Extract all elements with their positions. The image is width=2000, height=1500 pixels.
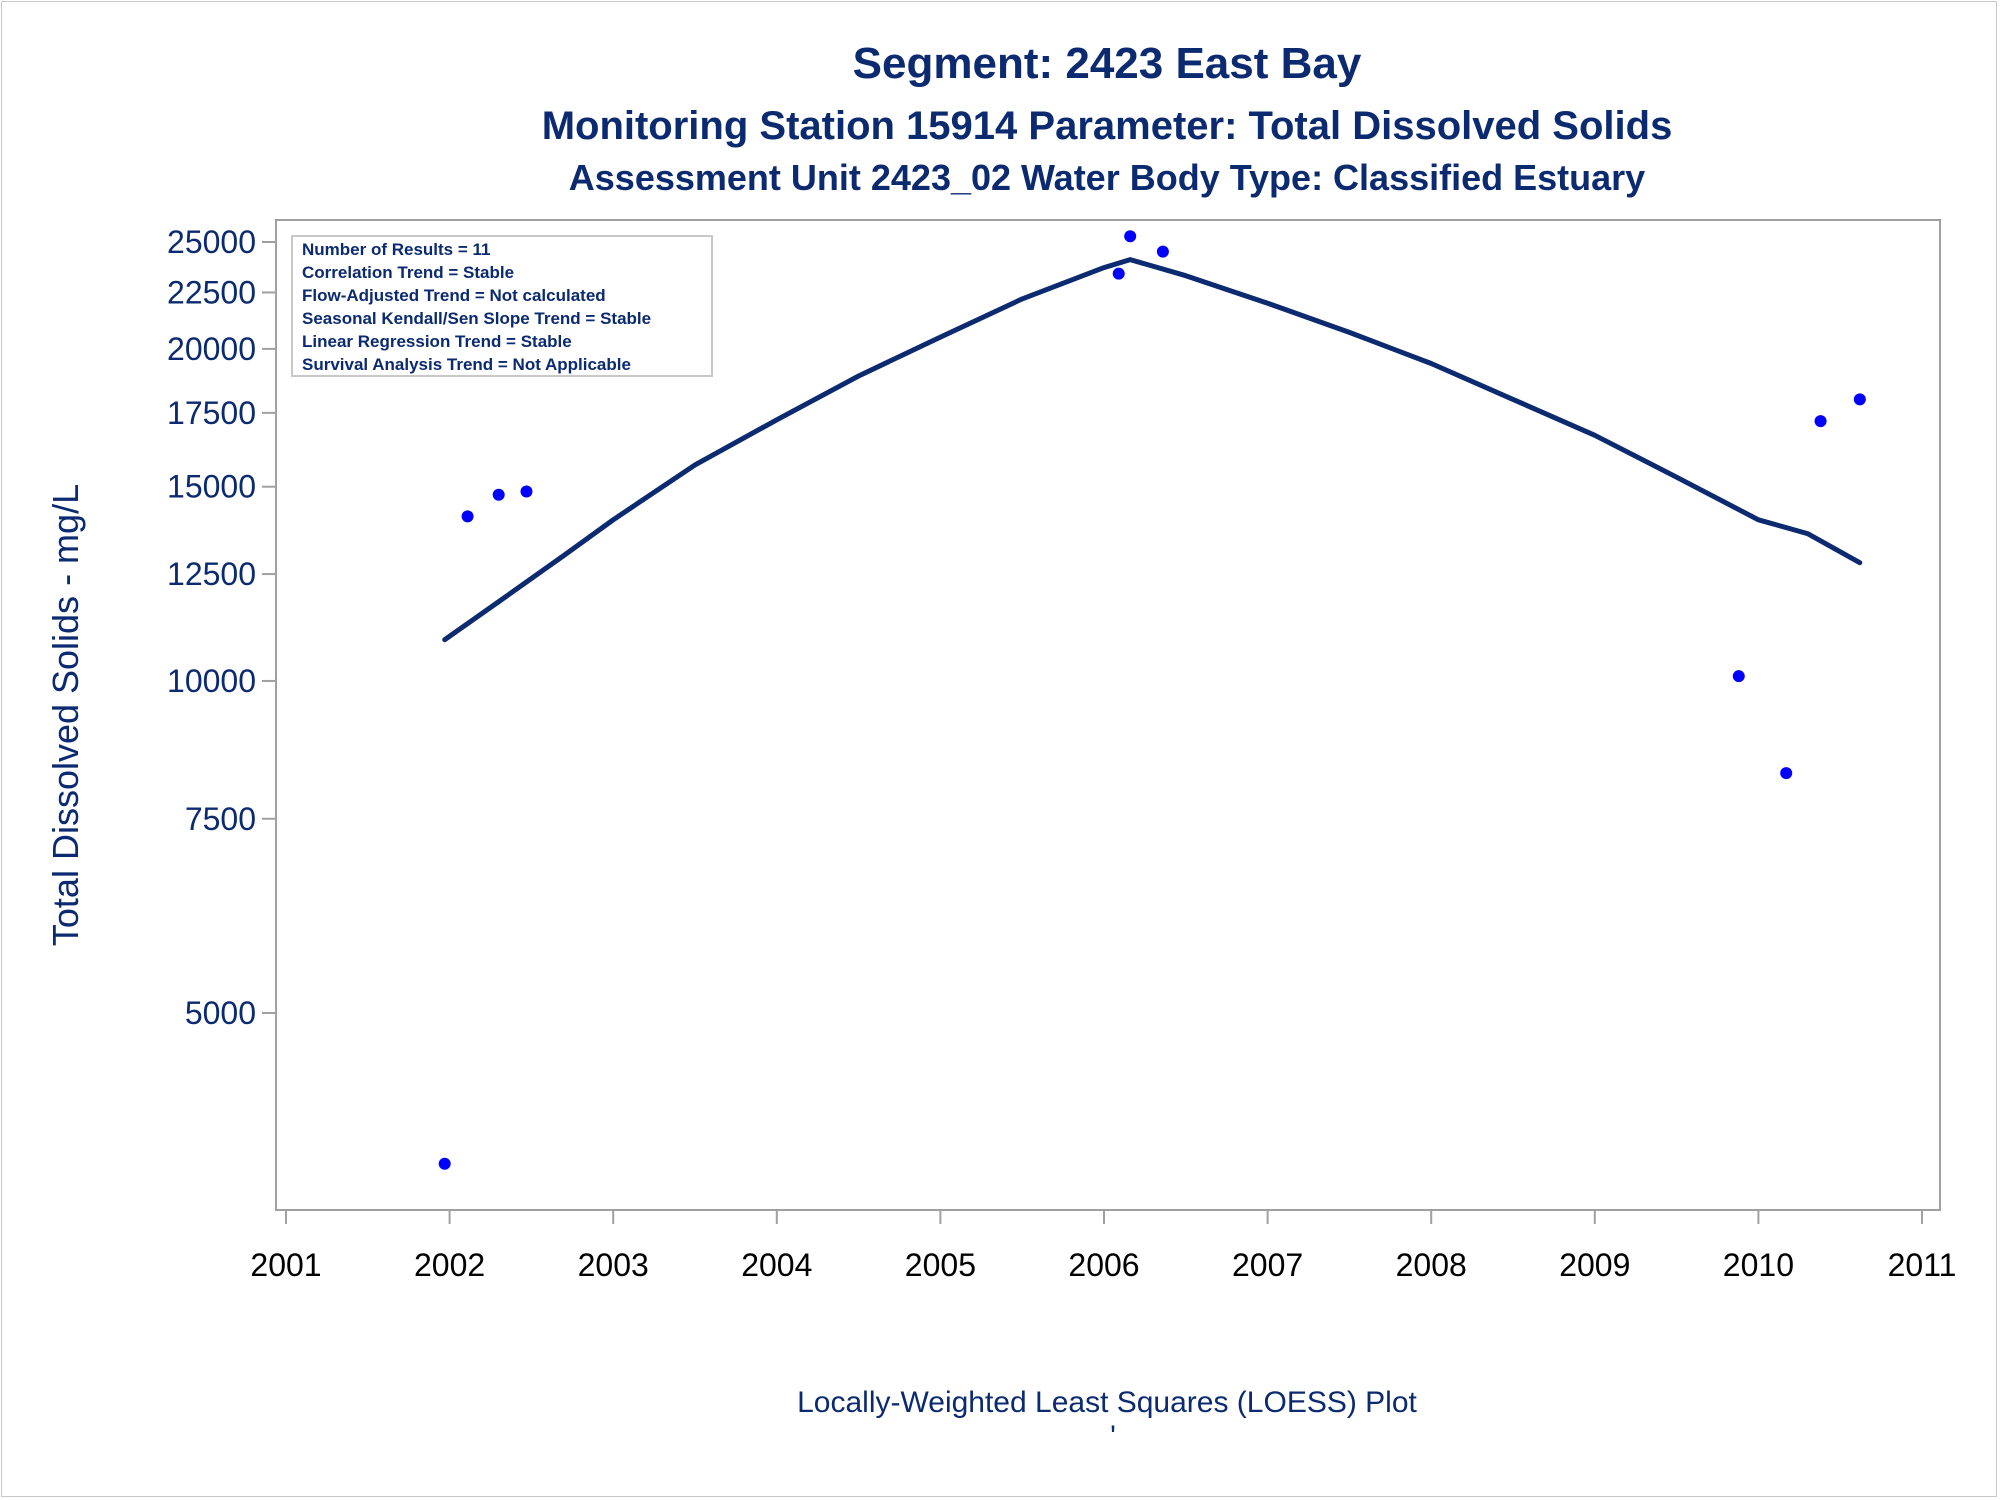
x-tick-label: 2005: [905, 1247, 976, 1283]
stats-line-seasonal-kendall: Seasonal Kendall/Sen Slope Trend = Stabl…: [302, 309, 651, 328]
points-series: [438, 230, 1866, 1170]
data-point: [1124, 230, 1137, 243]
stats-line-results: Number of Results = 11: [302, 240, 490, 259]
data-point: [1853, 393, 1866, 406]
y-axis-label: Total Dissolved Solids - mg/L: [45, 484, 86, 946]
x-axis: 2001 2002 2003 2004 2005 2006 2007 2008 2009 2010…: [250, 1210, 1956, 1283]
x-tick-label: 2004: [741, 1247, 812, 1283]
stats-line-linear-regression: Linear Regression Trend = Stable: [302, 332, 572, 351]
x-tick-label: 2001: [250, 1247, 321, 1283]
stats-line-correlation: Correlation Trend = Stable: [302, 263, 514, 282]
x-tick-label: 2006: [1068, 1247, 1139, 1283]
data-point: [1156, 245, 1169, 258]
y-tick-label: 5000: [185, 995, 256, 1031]
loess-line: [442, 257, 1863, 643]
y-tick-label: 17500: [167, 395, 256, 431]
x-tick-label: 2007: [1232, 1247, 1303, 1283]
data-point: [1780, 767, 1793, 780]
data-point: [1814, 415, 1827, 428]
data-point: [1732, 670, 1745, 683]
x-tick-label: 2008: [1396, 1247, 1467, 1283]
plot-area: [275, 219, 1941, 1211]
stats-box: Number of Results = 11 Correlation Trend…: [291, 235, 713, 377]
chart-subtitle-2: Assessment Unit 2423_02 Water Body Type:…: [569, 157, 1645, 198]
stats-line-flow-adjusted: Flow-Adjusted Trend = Not calculated: [302, 286, 606, 305]
y-tick-label: 20000: [167, 331, 256, 367]
y-tick-label: 22500: [167, 274, 256, 310]
loess-line-series: [442, 257, 1863, 643]
y-tick-label: 25000: [167, 224, 256, 260]
data-point: [438, 1157, 451, 1170]
x-tick-label: 2002: [414, 1247, 485, 1283]
y-tick-label: 10000: [167, 663, 256, 699]
footnote: Locally-Weighted Least Squares (LOESS) P…: [797, 1386, 1417, 1419]
data-point: [492, 488, 505, 501]
y-axis: 5000 7500 10000 12500 15000 17500 20000 22500 25…: [167, 224, 276, 1031]
data-point: [520, 485, 533, 498]
chart-subtitle-1: Monitoring Station 15914 Parameter: Tota…: [542, 104, 1673, 148]
x-tick-label: 2010: [1723, 1247, 1794, 1283]
data-point: [1112, 267, 1125, 280]
y-tick-label: 12500: [167, 556, 256, 592]
x-tick-label: 2009: [1559, 1247, 1630, 1283]
chart-title: Segment: 2423 East Bay: [853, 39, 1362, 88]
stats-box-border: [291, 235, 713, 377]
y-tick-label: 15000: [167, 469, 256, 505]
footnote-mark: ': [1110, 1420, 1116, 1453]
y-tick-label: 7500: [185, 801, 256, 837]
x-tick-label: 2003: [578, 1247, 649, 1283]
x-tick-label: 2011: [1888, 1247, 1957, 1283]
data-point: [461, 510, 474, 523]
stats-line-survival: Survival Analysis Trend = Not Applicable: [302, 355, 631, 374]
